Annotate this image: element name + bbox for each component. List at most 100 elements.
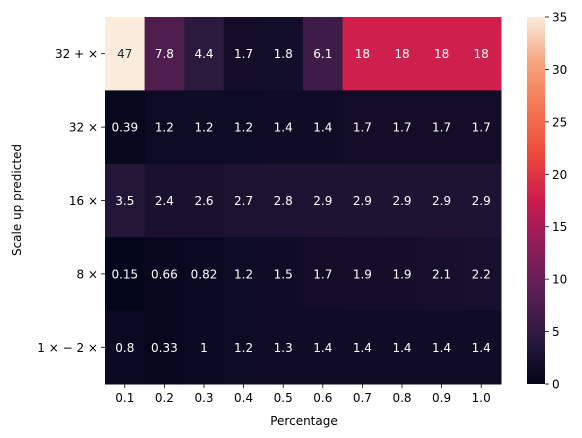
heatmap-cell	[342, 237, 383, 312]
colorbar-tick-label: 0	[552, 378, 560, 392]
x-tick-label: 0.2	[155, 391, 174, 405]
cell-value-label: 2.1	[432, 267, 451, 281]
x-tick-label: 0.9	[432, 391, 451, 405]
colorbar	[527, 17, 545, 384]
cell-value-label: 1.2	[234, 267, 253, 281]
cell-value-label: 1.4	[313, 341, 332, 355]
x-tick-label: 0.3	[194, 391, 213, 405]
heatmap-cell	[144, 163, 185, 238]
heatmap-cell	[263, 310, 304, 385]
x-tick-label: 0.8	[392, 391, 411, 405]
cell-value-label: 18	[474, 47, 489, 61]
heatmap-cell	[184, 237, 225, 312]
cell-value-label: 0.82	[191, 267, 218, 281]
cell-value-label: 2.9	[313, 194, 332, 208]
y-axis-ticks: 32 + × 32 × 16 × 8 × 1 × − 2 ×	[37, 47, 105, 355]
heatmap-cell	[263, 90, 304, 165]
heatmap-cell	[461, 237, 502, 312]
x-axis-ticks: 0.1 0.2 0.3 0.4 0.5 0.6 0.7 0.8 0.9 1.0	[115, 384, 491, 405]
heatmap-cell	[184, 310, 225, 385]
heatmap-cell	[303, 163, 344, 238]
heatmap-cell	[461, 163, 502, 238]
cell-value-label: 0.39	[111, 121, 138, 135]
cell-value-label: 1.5	[274, 267, 293, 281]
y-tick-label: 8 ×	[76, 267, 98, 281]
colorbar-tick-label: 25	[552, 115, 567, 129]
cell-value-label: 1.4	[274, 121, 293, 135]
heatmap-cell	[105, 90, 146, 165]
y-tick-label: 1 × − 2 ×	[37, 341, 98, 355]
y-tick-label: 32 ×	[69, 121, 98, 135]
heatmap-cell	[144, 237, 185, 312]
heatmap-cell	[382, 163, 423, 238]
heatmap-cell	[382, 90, 423, 165]
cell-value-label: 2.4	[155, 194, 174, 208]
heatmap-cell	[342, 17, 383, 91]
x-tick-label: 0.1	[115, 391, 134, 405]
x-tick-label: 1.0	[472, 391, 491, 405]
cell-value-label: 7.8	[155, 47, 174, 61]
colorbar-tick-label: 35	[552, 11, 567, 25]
cell-value-label: 1.4	[392, 341, 411, 355]
colorbar-tick-label: 20	[552, 168, 567, 182]
cell-value-label: 0.8	[115, 341, 134, 355]
cell-value-label: 2.2	[472, 267, 491, 281]
heatmap-cell	[184, 17, 225, 91]
y-tick-label: 32 + ×	[55, 47, 98, 61]
cell-value-label: 2.9	[392, 194, 411, 208]
y-tick-label: 16 ×	[69, 194, 98, 208]
x-tick-label: 0.4	[234, 391, 253, 405]
heatmap-cell-labels: 47 7.8 4.4 1.7 1.8 6.1 18 18 18 18 0.39 1.2 1.2 1.2 1.…	[111, 47, 490, 355]
heatmap-cell	[382, 17, 423, 91]
heatmap-cell	[223, 237, 264, 312]
cell-value-label: 1.7	[234, 47, 253, 61]
cell-value-label: 0.15	[111, 267, 138, 281]
cell-value-label: 1.8	[274, 47, 293, 61]
cell-value-label: 1.7	[392, 121, 411, 135]
heatmap-cell	[263, 163, 304, 238]
heatmap-cell	[144, 17, 185, 91]
heatmap-cell	[105, 163, 146, 238]
cell-value-label: 18	[434, 47, 449, 61]
heatmap-cell	[382, 237, 423, 312]
cell-value-label: 2.9	[472, 194, 491, 208]
heatmap-cell	[223, 17, 264, 91]
heatmap-cell	[144, 90, 185, 165]
heatmap-cell	[184, 90, 225, 165]
cell-value-label: 1.4	[313, 121, 332, 135]
cell-value-label: 2.8	[274, 194, 293, 208]
cell-value-label: 18	[355, 47, 370, 61]
colorbar-tick-label: 10	[552, 273, 567, 287]
cell-value-label: 0.66	[151, 267, 178, 281]
heatmap-cell	[303, 310, 344, 385]
heatmap-cell	[223, 90, 264, 165]
colorbar-tick-label: 30	[552, 63, 567, 77]
heatmap-cell	[303, 17, 344, 91]
cell-value-label: 6.1	[313, 47, 332, 61]
cell-value-label: 1.7	[432, 121, 451, 135]
heatmap-cell	[342, 90, 383, 165]
cell-value-label: 1.9	[392, 267, 411, 281]
x-tick-label: 0.7	[353, 391, 372, 405]
heatmap-cell	[421, 163, 462, 238]
cell-value-label: 1.2	[234, 121, 253, 135]
heatmap-cell	[303, 90, 344, 165]
heatmap-cell	[421, 310, 462, 385]
x-tick-label: 0.5	[274, 391, 293, 405]
cell-value-label: 1.4	[432, 341, 451, 355]
heatmap-cell	[461, 90, 502, 165]
heatmap-cell	[105, 17, 146, 91]
heatmap-cell	[461, 17, 502, 91]
cell-value-label: 1.9	[353, 267, 372, 281]
y-axis-label: Scale up predicted	[10, 144, 24, 256]
cell-value-label: 1.7	[313, 267, 332, 281]
cell-value-label: 1.2	[194, 121, 213, 135]
cell-value-label: 2.9	[353, 194, 372, 208]
cell-value-label: 1.4	[472, 341, 491, 355]
cell-value-label: 18	[394, 47, 409, 61]
heatmap-cell	[461, 310, 502, 385]
cell-value-label: 2.9	[432, 194, 451, 208]
heatmap-cell	[105, 237, 146, 312]
x-tick-label: 0.6	[313, 391, 332, 405]
